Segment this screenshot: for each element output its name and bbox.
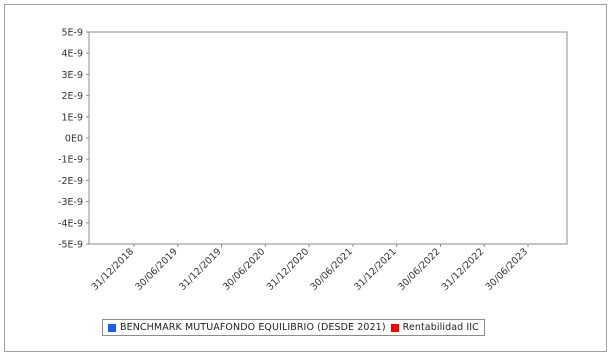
x-axis: 31/12/201830/06/201931/12/201930/06/2020… [90,244,531,293]
y-tick-label: 4E-9 [61,49,83,60]
x-tick-label: 31/12/2021 [352,246,399,293]
legend-swatch-rentabilidad [390,323,399,332]
x-tick-label: 31/12/2019 [177,246,224,293]
plot-area [88,31,568,245]
legend-label-rentabilidad: Rentabilidad IIC [402,322,479,333]
x-tick-label: 30/06/2019 [133,246,180,293]
x-tick-label: 31/12/2018 [90,246,137,293]
x-tick-label: 30/06/2022 [396,246,443,293]
y-tick-label: -5E-9 [58,240,83,251]
y-tick-label: -3E-9 [58,197,83,208]
x-tick-label: 31/12/2022 [440,246,487,293]
x-tick-label: 30/06/2020 [221,246,268,293]
y-tick-label: 3E-9 [61,70,83,81]
y-tick-label: 2E-9 [61,91,83,102]
y-tick-label: 0E0 [65,134,83,145]
legend-swatch-benchmark [108,323,116,332]
y-tick-label: -1E-9 [58,155,83,166]
legend-item-benchmark: BENCHMARK MUTUAFONDO EQUILIBRIO (DESDE 2… [108,322,386,333]
y-tick-label: -2E-9 [58,176,83,187]
legend-item-rentabilidad: Rentabilidad IIC [390,322,479,333]
y-tick-label: -4E-9 [58,218,83,229]
x-tick-label: 31/12/2020 [265,246,312,293]
x-tick-label: 30/06/2023 [484,246,531,293]
y-axis: 5E-9 4E-9 3E-9 2E-9 1E-9 0E0 -1E-9 -2E-9 -3E-9 -4… [58,28,89,251]
chart-legend: BENCHMARK MUTUAFONDO EQUILIBRIO (DESDE 2… [102,319,485,336]
legend-label-benchmark: BENCHMARK MUTUAFONDO EQUILIBRIO (DESDE 2… [120,322,386,333]
y-tick-label: 1E-9 [61,112,83,123]
x-tick-label: 30/06/2021 [309,246,356,293]
y-tick-label: 5E-9 [61,28,83,39]
